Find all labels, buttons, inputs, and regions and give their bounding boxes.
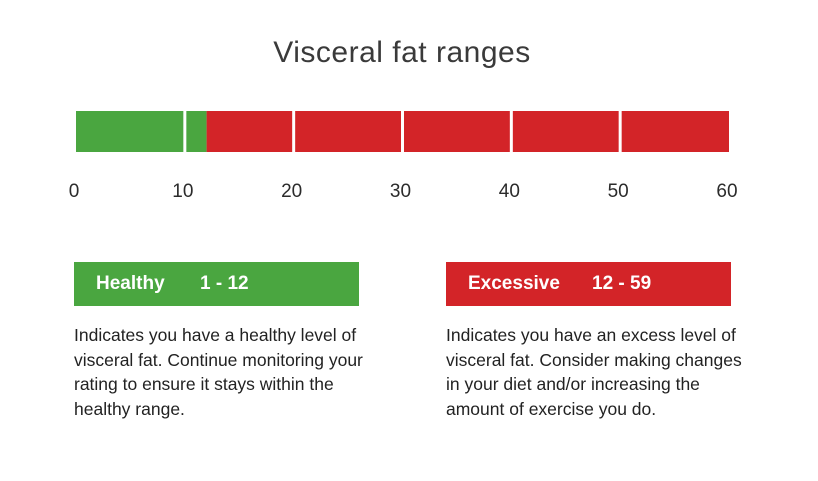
diagram-title: Visceral fat ranges — [273, 36, 531, 69]
tick-label: 50 — [608, 181, 629, 202]
scale-segment-excessive — [206, 111, 730, 152]
tick-label: 40 — [499, 181, 520, 202]
scale-divider — [183, 111, 187, 152]
scale-segment-healthy — [76, 111, 207, 152]
excessive-range-bar: Excessive 12 - 59 — [446, 262, 731, 306]
excessive-range: 12 - 59 — [592, 273, 652, 294]
visceral-fat-scale: 0 10 20 30 40 50 60 — [69, 111, 738, 202]
scale-divider — [509, 111, 513, 152]
tick-label: 10 — [172, 181, 193, 202]
excessive-label: Excessive — [468, 273, 560, 294]
scale-divider — [292, 111, 296, 152]
healthy-range: 1 - 12 — [200, 273, 249, 294]
scale-divider — [401, 111, 404, 152]
scale-divider — [618, 111, 622, 152]
tick-label: 30 — [390, 181, 411, 202]
healthy-description: Indicates you have a healthy level of vi… — [74, 325, 363, 419]
tick-label: 0 — [69, 181, 80, 202]
excessive-description: Indicates you have an excess level of vi… — [446, 325, 742, 419]
healthy-label: Healthy — [96, 273, 165, 294]
healthy-range-bar: Healthy 1 - 12 — [74, 262, 359, 306]
tick-label: 60 — [716, 181, 737, 202]
scale-dividers — [183, 111, 622, 152]
tick-label: 20 — [281, 181, 302, 202]
scale-tick-labels: 0 10 20 30 40 50 60 — [69, 181, 738, 202]
